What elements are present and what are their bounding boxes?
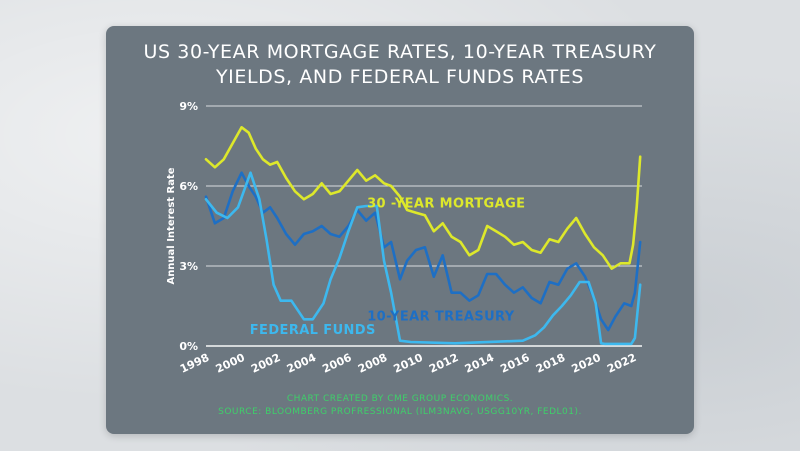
x-tick-label: 2012 <box>427 351 460 376</box>
x-tick-label: 2018 <box>534 351 567 376</box>
footer-credit: CHART CREATED BY CME GROUP ECONOMICS. <box>286 394 514 404</box>
y-tick-label: 9% <box>179 100 198 113</box>
y-tick-label: 3% <box>179 260 198 273</box>
footer-source: SOURCE: BLOOMBERG PROFRESSIONAL (ILM3NAV… <box>218 407 582 417</box>
series-lines <box>204 126 642 346</box>
x-tick-label: 2002 <box>249 351 282 376</box>
series-line-10-year-treasury <box>204 171 642 332</box>
annotation-federal-funds: FEDERAL FUNDS <box>250 323 376 338</box>
annotation-30-year-mortgage: 30 -YEAR MORTGAGE <box>367 196 525 211</box>
x-tick-labels: 1998 2000 2002 2004 2006 2008 2010 2012 2014 2016… <box>178 351 638 376</box>
x-tick-label: 2016 <box>498 351 532 376</box>
x-tick-label: 2010 <box>392 351 426 376</box>
series-line-30-year-mortgage <box>204 126 642 270</box>
y-axis-label: Annual Interest Rate <box>166 167 177 284</box>
x-tick-label: 2014 <box>463 351 497 376</box>
x-tick-label: 2000 <box>214 351 248 376</box>
chart-card: US 30-YEAR MORTGAGE RATES, 10-YEAR TREAS… <box>106 26 694 434</box>
chart-title-line-2: YIELDS, AND FEDERAL FUNDS RATES <box>215 66 585 88</box>
x-tick-label: 2006 <box>320 351 354 376</box>
chart-footer: CHART CREATED BY CME GROUP ECONOMICS. SO… <box>106 393 694 419</box>
x-tick-label: 2020 <box>570 351 604 376</box>
y-tick-label: 6% <box>179 180 198 193</box>
x-tick-label: 2008 <box>356 351 389 376</box>
x-tick-label: 2004 <box>285 351 319 376</box>
chart-title-line-1: US 30-YEAR MORTGAGE RATES, 10-YEAR TREAS… <box>143 41 657 63</box>
y-tick-label: 0% <box>179 340 198 353</box>
line-chart: Annual Interest Rate 0%3%6%9% 1998 2000 20… <box>166 100 642 376</box>
x-tick-label: 2022 <box>605 351 638 376</box>
y-tick-labels: 0% 3% 6% 9% <box>179 100 198 353</box>
series-annotations: 30 -YEAR MORTGAGE 10-YEAR TREASURYFEDERAL… <box>250 196 525 338</box>
x-tick-label: 1998 <box>178 351 211 376</box>
annotation-10-year-treasury: 10-YEAR TREASURY <box>367 310 515 325</box>
series-line-federal-funds <box>204 171 642 346</box>
chart-title: US 30-YEAR MORTGAGE RATES, 10-YEAR TREAS… <box>106 40 694 90</box>
